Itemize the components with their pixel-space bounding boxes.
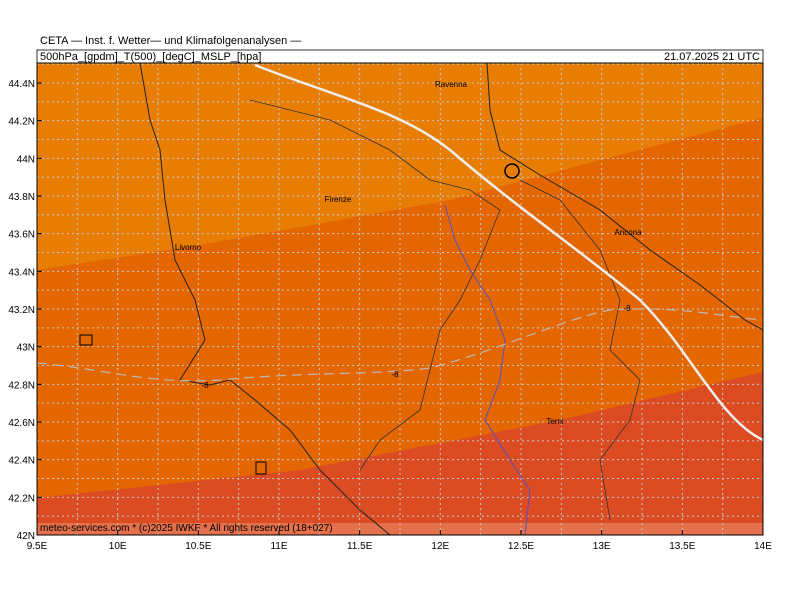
plot-area: Ravenna Firenze Livorno Ancona Terni -8 -8 -8 [37,63,763,535]
x-tick-label: 14E [754,541,772,552]
header-source: CETA — Inst. f. Wetter— und Klimafolgena… [40,35,301,47]
x-tick-label: 10E [109,541,127,552]
x-tick-label: 13E [593,541,611,552]
city-label: Ravenna [435,80,468,89]
isobar [254,63,763,442]
contour-label: -8 [391,370,399,379]
x-tick-label: 11.5E [347,541,373,552]
contour-label: -8 [201,381,209,390]
x-tick-label: 12E [431,541,449,552]
border [249,99,641,521]
y-tick-label: 44.4N [8,79,35,90]
grid [37,63,763,535]
island [255,461,267,475]
y-tick-label: 42N [17,531,35,542]
city-label: Terni [546,417,564,426]
y-tick-label: 42.2N [8,493,35,504]
x-tick-label: 13.5E [669,541,695,552]
river [444,204,531,535]
y-tick-label: 43N [17,343,35,354]
y-tick-label: 42.6N [8,418,35,429]
city-label: Ancona [614,228,642,237]
footer: meteo-services.com * (c)2025 IWKF * All … [40,523,333,534]
x-tick-label: 9.5E [27,541,48,552]
y-tick-label: 42.4N [8,456,35,467]
y-tick-label: 43.4N [8,267,35,278]
contour-label: -8 [623,304,631,313]
header-valid: 21.07.2025 21 UTC [664,51,760,63]
x-tick-label: 12.5E [508,541,534,552]
y-tick-label: 44N [17,154,35,165]
y-tick-label: 44.2N [8,117,35,128]
lake [504,163,520,179]
y-tick-label: 43.8N [8,192,35,203]
plot-frame [36,62,764,536]
y-tick-label: 42.8N [8,380,35,391]
header-fields: 500hPa_[gpdm]_T(500)_[degC]_MSLP_[hpa] [40,51,261,63]
island [79,334,93,346]
city-label: Livorno [175,243,202,252]
x-tick-label: 11E [270,541,287,552]
isotherm [37,308,763,382]
coastline [139,63,391,535]
city-label: Firenze [325,195,352,204]
coastline [486,63,763,331]
y-tick-label: 43.6N [8,230,35,241]
y-tick-label: 43.2N [8,305,35,316]
x-tick-label: 10.5E [185,541,211,552]
